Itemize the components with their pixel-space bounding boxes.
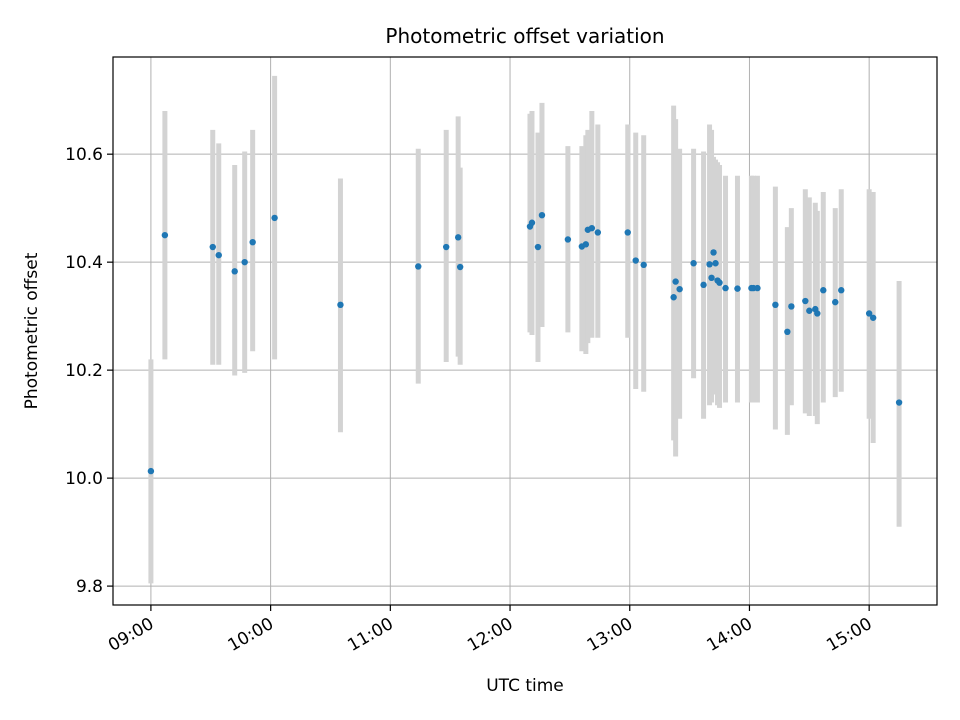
data-point — [716, 279, 723, 286]
data-point — [215, 251, 222, 259]
data-point — [754, 284, 761, 292]
data-point — [706, 261, 713, 268]
data-point — [456, 263, 464, 271]
data-point — [734, 285, 741, 292]
data-point — [528, 219, 536, 226]
data-point — [865, 310, 873, 317]
data-point — [588, 224, 596, 232]
x-tick-label: 13:00 — [584, 614, 636, 656]
data-point — [772, 301, 779, 309]
data-points — [147, 211, 903, 475]
y-tick-label: 10.6 — [65, 145, 103, 165]
data-point — [454, 234, 462, 241]
data-point — [670, 294, 677, 301]
x-tick-label: 09:00 — [105, 614, 157, 656]
data-point — [784, 328, 791, 336]
x-tick-label: 10:00 — [225, 614, 277, 656]
x-tick-label: 15:00 — [823, 614, 875, 656]
y-axis-label: Photometric offset — [22, 252, 42, 409]
data-point — [814, 310, 821, 317]
plot-frame — [112, 56, 938, 606]
data-point — [594, 229, 602, 236]
data-point — [249, 238, 256, 246]
data-point — [832, 298, 839, 306]
chart-title: Photometric offset variation — [385, 24, 664, 48]
data-point — [820, 287, 827, 294]
data-point — [582, 241, 590, 248]
y-tick-label: 10.2 — [65, 361, 103, 381]
data-point — [700, 281, 707, 289]
data-point — [415, 263, 422, 270]
data-point — [632, 257, 639, 264]
y-tick-label: 9.8 — [76, 577, 103, 597]
y-tick-label: 10.0 — [65, 469, 103, 489]
data-point — [271, 214, 278, 222]
data-point — [690, 260, 697, 267]
data-point — [806, 307, 813, 314]
data-point — [564, 236, 572, 243]
x-tick-label: 11:00 — [344, 614, 396, 656]
data-point — [147, 467, 155, 475]
x-tick-label: 14:00 — [704, 614, 756, 656]
data-point — [241, 258, 248, 266]
y-tick-label: 10.4 — [65, 253, 103, 273]
data-point — [672, 278, 679, 285]
data-point — [712, 260, 719, 267]
data-point — [624, 229, 631, 236]
data-point — [710, 249, 717, 256]
data-point — [442, 243, 450, 251]
data-point — [895, 399, 903, 406]
data-point — [869, 314, 877, 321]
data-point — [161, 231, 169, 239]
x-axis-label: UTC time — [486, 676, 564, 696]
data-point — [676, 285, 683, 293]
data-point — [231, 268, 238, 275]
data-point — [788, 303, 795, 310]
data-point — [802, 297, 809, 305]
data-point — [722, 284, 729, 292]
data-point — [640, 261, 647, 269]
data-point — [838, 287, 845, 294]
data-point — [209, 243, 216, 251]
data-point — [534, 243, 542, 251]
x-tick-label: 12:00 — [464, 614, 516, 656]
data-point — [337, 301, 344, 309]
data-point — [538, 211, 546, 219]
data-point — [708, 274, 715, 282]
